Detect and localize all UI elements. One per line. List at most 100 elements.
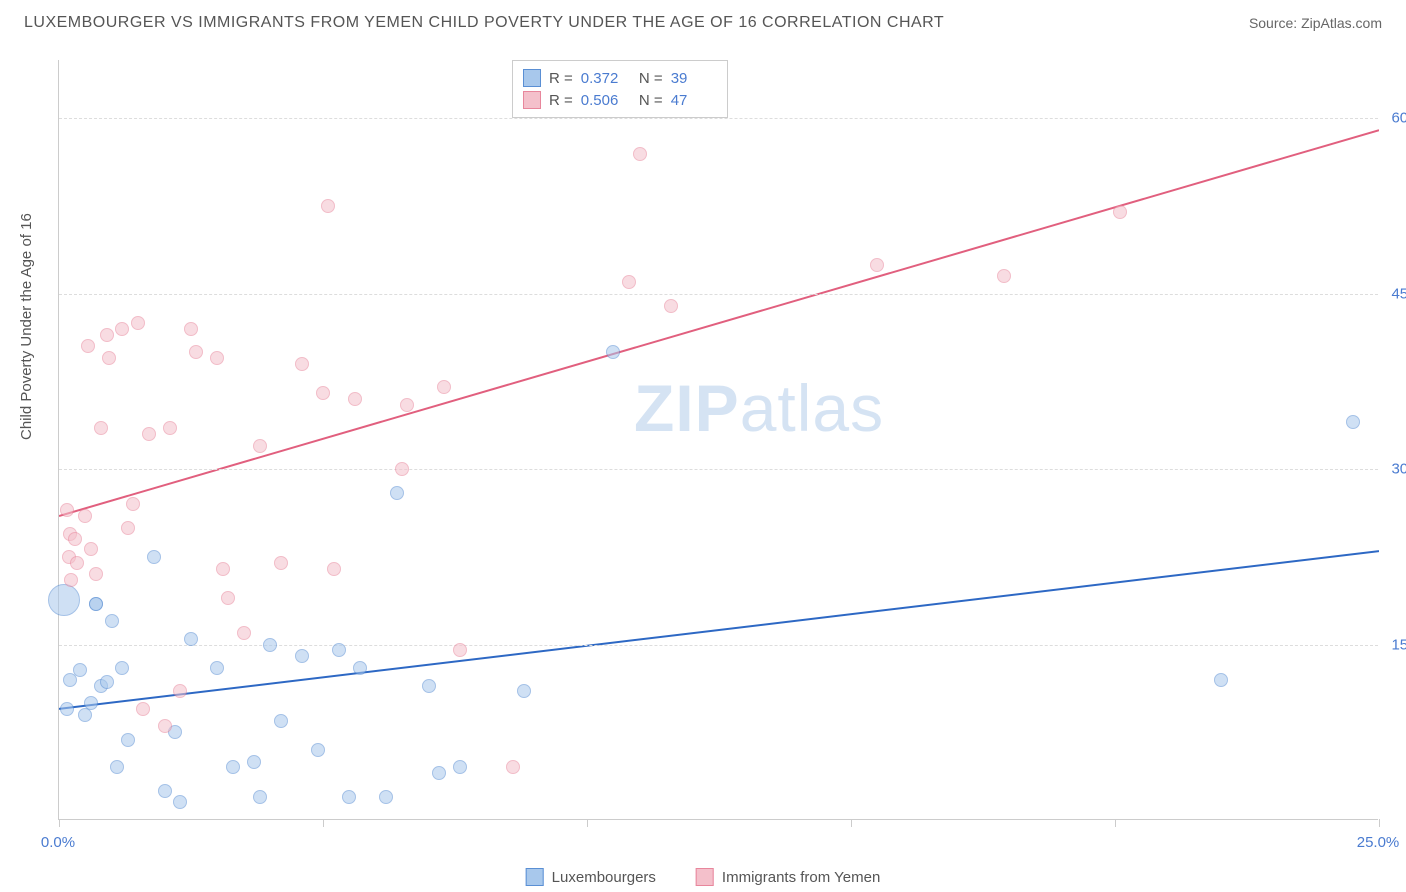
scatter-point xyxy=(147,550,161,564)
trend-line xyxy=(59,130,1379,516)
scatter-point xyxy=(115,661,129,675)
scatter-point xyxy=(506,760,520,774)
scatter-point xyxy=(274,556,288,570)
source-label: Source: ZipAtlas.com xyxy=(1249,15,1382,31)
x-tick-label-end: 25.0% xyxy=(1357,834,1400,851)
scatter-point xyxy=(105,614,119,628)
scatter-point xyxy=(274,714,288,728)
scatter-point xyxy=(115,322,129,336)
scatter-point xyxy=(89,567,103,581)
legend-label: Immigrants from Yemen xyxy=(722,869,880,886)
scatter-point xyxy=(48,584,80,616)
scatter-point xyxy=(390,486,404,500)
stats-legend-box: R =0.372 N =39R =0.506 N =47 xyxy=(512,60,728,118)
y-tick-label: 60.0% xyxy=(1384,110,1406,127)
scatter-point xyxy=(606,345,620,359)
scatter-point xyxy=(1346,415,1360,429)
scatter-point xyxy=(126,497,140,511)
scatter-point xyxy=(78,509,92,523)
scatter-point xyxy=(60,503,74,517)
scatter-point xyxy=(173,684,187,698)
scatter-point xyxy=(1214,673,1228,687)
scatter-point xyxy=(327,562,341,576)
stat-n-value: 47 xyxy=(671,92,717,109)
scatter-point xyxy=(353,661,367,675)
gridline xyxy=(59,294,1378,295)
scatter-point xyxy=(295,357,309,371)
stats-legend-row: R =0.372 N =39 xyxy=(523,67,717,89)
scatter-point xyxy=(89,597,103,611)
scatter-point xyxy=(173,795,187,809)
stat-r-value: 0.372 xyxy=(581,70,627,87)
scatter-point xyxy=(311,743,325,757)
gridline xyxy=(59,118,1378,119)
scatter-point xyxy=(78,708,92,722)
scatter-point xyxy=(68,532,82,546)
legend-label: Luxembourgers xyxy=(552,869,656,886)
stat-n-value: 39 xyxy=(671,70,717,87)
scatter-point xyxy=(295,649,309,663)
stat-r-value: 0.506 xyxy=(581,92,627,109)
y-axis-label: Child Poverty Under the Age of 16 xyxy=(18,213,35,440)
scatter-point xyxy=(60,702,74,716)
x-tick xyxy=(851,819,852,827)
scatter-point xyxy=(100,328,114,342)
legend-swatch xyxy=(526,868,544,886)
scatter-point xyxy=(400,398,414,412)
scatter-point xyxy=(189,345,203,359)
scatter-point xyxy=(94,421,108,435)
scatter-point xyxy=(253,790,267,804)
bottom-legend-item: Luxembourgers xyxy=(526,868,656,886)
scatter-point xyxy=(253,439,267,453)
x-tick xyxy=(1379,819,1380,827)
scatter-point xyxy=(210,351,224,365)
scatter-point xyxy=(997,269,1011,283)
scatter-point xyxy=(517,684,531,698)
x-tick xyxy=(587,819,588,827)
watermark: ZIPatlas xyxy=(634,370,884,446)
scatter-point xyxy=(131,316,145,330)
gridline xyxy=(59,469,1378,470)
bottom-legend: Luxembourgers Immigrants from Yemen xyxy=(526,868,881,886)
y-tick-label: 15.0% xyxy=(1384,636,1406,653)
scatter-point xyxy=(136,702,150,716)
legend-swatch xyxy=(523,91,541,109)
scatter-point xyxy=(121,733,135,747)
scatter-point xyxy=(81,339,95,353)
scatter-point xyxy=(379,790,393,804)
scatter-point xyxy=(453,760,467,774)
scatter-point xyxy=(70,556,84,570)
x-tick xyxy=(1115,819,1116,827)
x-tick-label-start: 0.0% xyxy=(41,834,75,851)
scatter-point xyxy=(102,351,116,365)
scatter-point xyxy=(622,275,636,289)
scatter-point xyxy=(453,643,467,657)
trend-line xyxy=(59,551,1379,709)
scatter-point xyxy=(664,299,678,313)
scatter-point xyxy=(437,380,451,394)
scatter-point xyxy=(1113,205,1127,219)
stat-r-key: R = xyxy=(549,70,573,87)
watermark-zip: ZIP xyxy=(634,371,740,445)
y-tick-label: 45.0% xyxy=(1384,285,1406,302)
scatter-point xyxy=(100,675,114,689)
scatter-point xyxy=(184,322,198,336)
scatter-point xyxy=(342,790,356,804)
gridline xyxy=(59,645,1378,646)
scatter-point xyxy=(158,784,172,798)
scatter-point xyxy=(263,638,277,652)
scatter-point xyxy=(432,766,446,780)
scatter-point xyxy=(237,626,251,640)
chart-plot-area: ZIPatlas R =0.372 N =39R =0.506 N =47 15… xyxy=(58,60,1378,820)
x-tick xyxy=(59,819,60,827)
watermark-atlas: atlas xyxy=(740,371,884,445)
scatter-point xyxy=(633,147,647,161)
y-tick-label: 30.0% xyxy=(1384,461,1406,478)
scatter-point xyxy=(142,427,156,441)
scatter-point xyxy=(870,258,884,272)
scatter-point xyxy=(163,421,177,435)
scatter-point xyxy=(210,661,224,675)
scatter-point xyxy=(316,386,330,400)
x-tick xyxy=(323,819,324,827)
stat-r-key: R = xyxy=(549,92,573,109)
